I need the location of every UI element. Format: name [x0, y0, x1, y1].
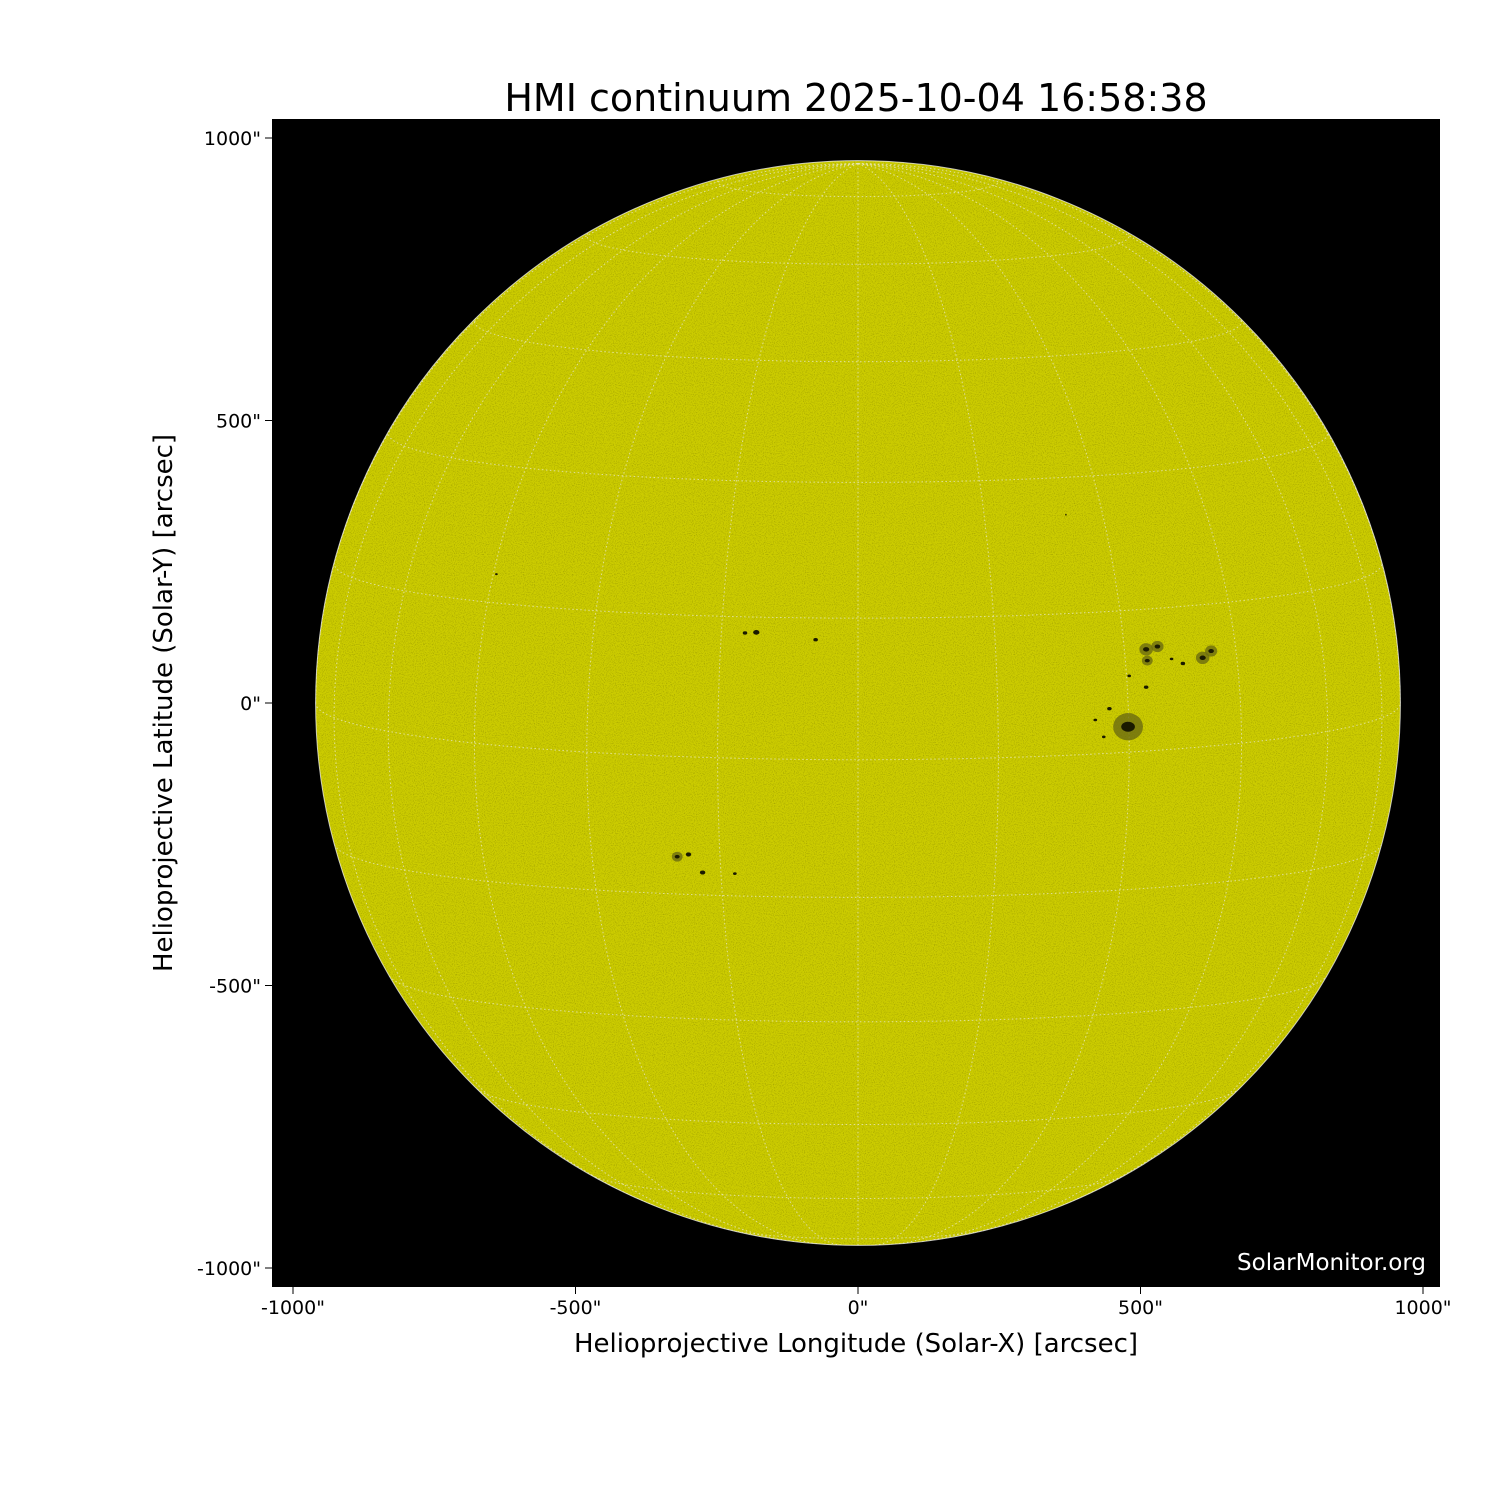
sunspot-umbra: [1199, 655, 1206, 661]
sunspot-umbra: [813, 638, 818, 642]
chart-title: HMI continuum 2025-10-04 16:58:38: [504, 76, 1207, 120]
sunspot-umbra: [1144, 658, 1150, 663]
longitude-line: [586, 163, 859, 1245]
longitude-line: [857, 163, 1329, 1237]
x-tick-label: 0": [848, 1297, 869, 1319]
sunspot-umbra: [674, 854, 680, 859]
sunspot-umbra: [1154, 644, 1161, 649]
sunspot-umbra: [699, 870, 706, 875]
sunspot-umbra: [733, 872, 737, 875]
watermark: SolarMonitor.org: [1237, 1250, 1426, 1276]
longitude-line: [857, 163, 1242, 1243]
sunspot-umbra: [742, 631, 748, 635]
latitude-line: [315, 702, 1401, 761]
y-tick-label: 1000": [204, 128, 261, 150]
longitude-line: [474, 163, 859, 1243]
sunspots: [495, 514, 1218, 875]
sunspot-umbra: [1093, 718, 1098, 722]
sunspot-umbra: [1208, 648, 1214, 654]
sunspot-umbra: [1143, 685, 1149, 689]
x-tick-label: -500": [550, 1297, 602, 1319]
x-tick-label: 1000": [1394, 1297, 1451, 1319]
x-tick-label: -1000": [261, 1297, 325, 1319]
sunspot-umbra: [685, 852, 692, 857]
sunspot-umbra: [1121, 721, 1135, 732]
latitude-line: [717, 180, 999, 198]
x-axis-ticks: -1000" -500" 0" 500" 1000": [261, 1287, 1452, 1319]
y-tick-label: -1000": [197, 1258, 261, 1280]
y-tick-label: 0": [240, 693, 261, 715]
x-tick-label: 500": [1118, 1297, 1163, 1319]
latitude-line: [476, 1088, 1240, 1125]
latitude-line: [729, 1229, 987, 1240]
sunspot-umbra: [1065, 514, 1067, 516]
longitude-line: [857, 163, 1130, 1245]
y-axis-label: Helioprojective Latitude (Solar-Y) [arcs…: [149, 434, 179, 972]
sunspot-umbra: [1169, 657, 1174, 661]
latitude-line: [387, 430, 1329, 483]
disk-texture: [315, 160, 1401, 1246]
sunspot-umbra: [1143, 647, 1150, 652]
sunspot-umbra: [1107, 706, 1112, 711]
sunspot-umbra: [1180, 661, 1186, 666]
sunspot-umbra: [1101, 735, 1106, 739]
x-axis-label: Helioprojective Longitude (Solar-X) [arc…: [574, 1329, 1138, 1359]
longitude-line: [387, 163, 859, 1237]
y-tick-label: 500": [216, 411, 261, 433]
latitude-line: [591, 1175, 1125, 1199]
sunspot-umbra: [1127, 674, 1132, 678]
y-axis-ticks: 1000" 500" 0" -500" -1000": [197, 128, 272, 1280]
sunspot-umbra: [495, 573, 498, 576]
solar-limb: [315, 160, 1401, 1246]
sunspot-umbra: [753, 630, 760, 635]
y-tick-label: -500": [209, 976, 261, 998]
